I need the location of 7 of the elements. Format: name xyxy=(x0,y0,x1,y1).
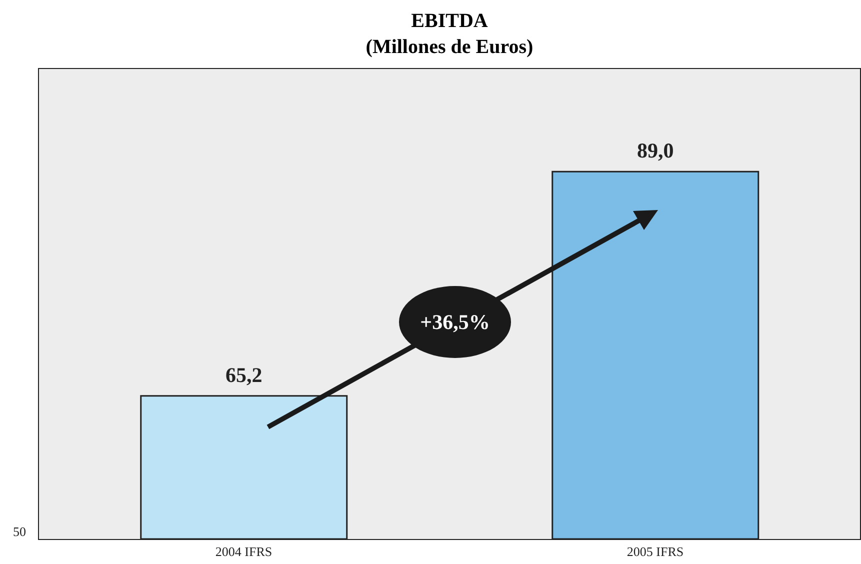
annotation: +36,5% xyxy=(420,310,490,334)
data-label: 89,0 xyxy=(637,138,674,163)
x-tick-label: 2005 IFRS xyxy=(626,544,684,560)
data-label: 65,2 xyxy=(226,362,262,387)
text: 50 xyxy=(13,524,26,539)
x-tick-label: 2004 IFRS xyxy=(215,544,272,560)
chart-title: EBITDA (Millones de Euros) xyxy=(364,9,534,60)
